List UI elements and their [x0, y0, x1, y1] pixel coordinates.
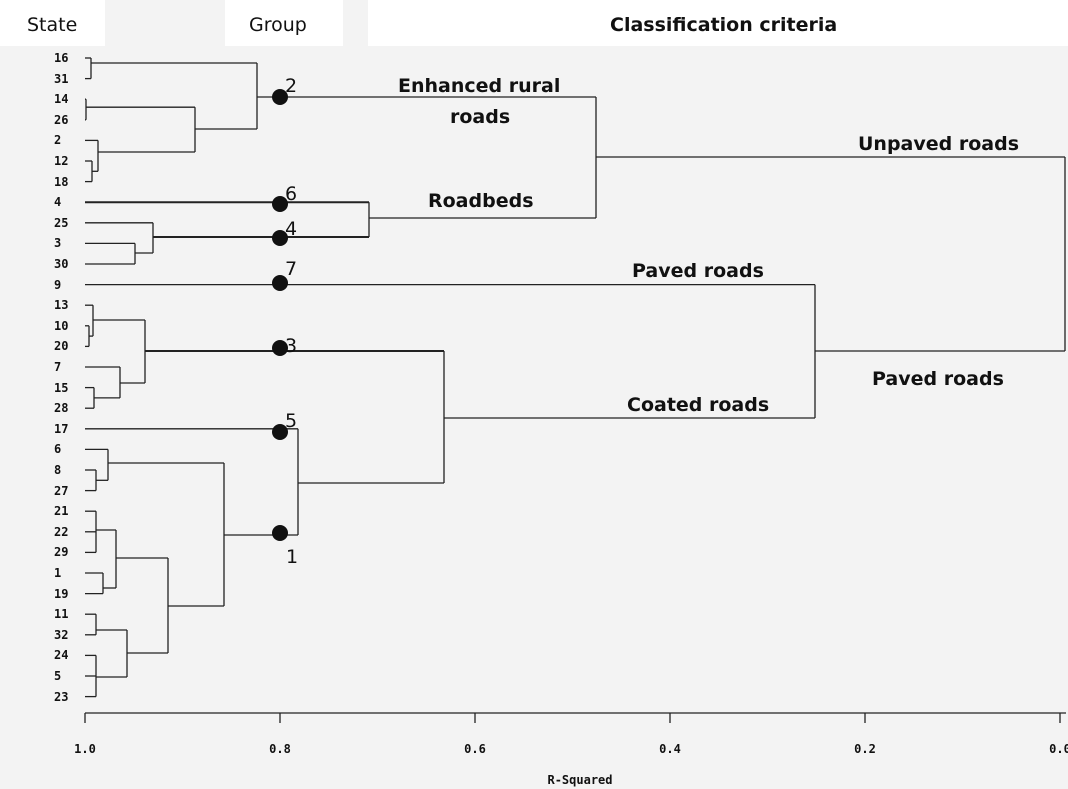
state-label: 22: [54, 524, 69, 539]
x-axis-tick-label: 0.4: [659, 742, 681, 756]
group-label-3: 3: [285, 335, 298, 357]
state-label: 7: [54, 360, 62, 374]
state-label: 23: [54, 689, 69, 704]
header-criteria: Classification criteria: [610, 14, 838, 36]
state-label: 12: [54, 154, 69, 168]
state-label: 29: [54, 545, 69, 560]
state-label: 1: [54, 566, 62, 580]
state-label: 11: [54, 607, 69, 622]
x-axis-title: R-Squared: [547, 773, 613, 787]
state-label: 28: [54, 401, 69, 416]
label-enhanced-roads: roads: [450, 106, 511, 128]
state-label: 5: [54, 669, 62, 683]
state-label: 14: [54, 92, 69, 107]
state-label: 30: [54, 257, 69, 271]
state-label: 31: [54, 71, 69, 86]
header-group-box: [225, 0, 343, 46]
group-label-7: 7: [285, 258, 298, 280]
state-label: 6: [54, 442, 62, 457]
state-label: 18: [54, 174, 69, 189]
state-label: 32: [54, 627, 69, 642]
x-axis-tick-label: 0.8: [269, 742, 291, 756]
group-marker-dot: [272, 424, 288, 440]
x-axis-tick-label: 0.6: [464, 742, 486, 756]
group-marker-dot: [272, 230, 288, 246]
label-enhanced-rural: Enhanced rural: [398, 75, 561, 97]
state-label: 17: [54, 421, 69, 436]
label-paved-roads-upper: Paved roads: [632, 260, 764, 282]
group-label-2: 2: [285, 75, 298, 97]
group-label-6: 6: [285, 183, 298, 205]
state-label: 10: [54, 318, 69, 333]
state-label: 15: [54, 380, 69, 395]
label-coated-roads: Coated roads: [627, 394, 770, 416]
state-label: 27: [54, 483, 69, 498]
state-label: 9: [54, 277, 62, 292]
group-label-5: 5: [285, 410, 298, 432]
header-state-box: [0, 0, 105, 46]
group-marker-dot: [272, 340, 288, 356]
state-label: 2: [54, 133, 62, 148]
state-label: 19: [54, 586, 69, 601]
state-label: 8: [54, 463, 62, 477]
state-label: 25: [54, 215, 69, 230]
group-label-1: 1: [286, 546, 299, 568]
state-label: 4: [54, 195, 62, 210]
group-marker-dot: [272, 196, 288, 212]
group-marker-dot: [272, 89, 288, 105]
state-label: 13: [54, 298, 69, 313]
state-label: 20: [54, 339, 69, 354]
group-marker-dot: [272, 525, 288, 541]
x-axis-tick-label: 0.0: [1049, 742, 1068, 756]
header-state: State: [27, 14, 78, 36]
state-label: 3: [54, 236, 62, 251]
group-label-4: 4: [285, 218, 298, 240]
state-label: 16: [54, 51, 69, 65]
x-axis-tick-label: 1.0: [74, 742, 96, 756]
header-criteria-box: [368, 0, 1068, 46]
state-label: 21: [54, 504, 69, 519]
state-label: 24: [54, 648, 69, 663]
label-roadbeds: Roadbeds: [428, 190, 534, 212]
label-paved-roads-lower: Paved roads: [872, 368, 1004, 390]
header-group: Group: [249, 14, 307, 36]
label-unpaved-roads: Unpaved roads: [858, 133, 1020, 155]
x-axis-tick-label: 0.2: [854, 742, 876, 756]
group-marker-dot: [272, 275, 288, 291]
state-label: 26: [54, 112, 69, 127]
